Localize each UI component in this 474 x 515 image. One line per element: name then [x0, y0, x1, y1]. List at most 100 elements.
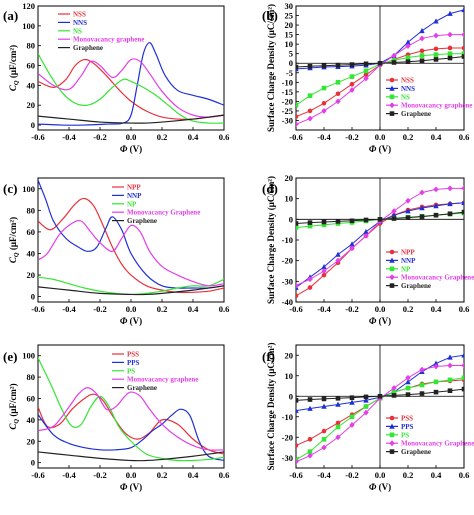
- series-point-d-3-10: [433, 186, 439, 193]
- legend-entry-b-3: Monovacancy graphene: [401, 102, 472, 110]
- legend-entry-f-0: PSS: [401, 415, 413, 423]
- series-point-d-4-0: [296, 221, 299, 226]
- series-point-f-2-3: [335, 424, 341, 430]
- series-line-e-0: [38, 393, 224, 455]
- series-group-b: [296, 6, 464, 128]
- xlabel-a: Φ (V): [120, 144, 142, 155]
- series-point-d-1-12: [461, 199, 464, 206]
- legend-marker-b-1: [389, 85, 395, 91]
- legend-entry-d-0: NPP: [401, 249, 415, 257]
- series-point-f-3-9: [419, 366, 425, 373]
- ytick-label-b-10: 20: [285, 20, 294, 30]
- series-line-e-3: [38, 387, 224, 451]
- series-point-b-0-10: [433, 46, 439, 52]
- series-point-b-4-10: [433, 57, 439, 62]
- series-point-f-4-0: [296, 398, 299, 403]
- xlabel-c: Φ (V): [120, 316, 142, 327]
- legend-marker-f-1: [389, 423, 395, 429]
- series-point-d-0-2: [321, 272, 327, 278]
- series-line-c-4: [38, 285, 224, 296]
- legend-entry-c-0: NPP: [127, 184, 141, 192]
- series-point-b-4-9: [419, 58, 425, 64]
- series-point-d-1-9: [419, 205, 425, 211]
- series-point-b-0-9: [419, 48, 425, 54]
- legend-entry-d-2: NP: [401, 265, 411, 273]
- ytick-label-f-4: 10: [285, 371, 294, 381]
- xtick-label-a-2: -0.2: [93, 132, 106, 142]
- series-point-d-1-2: [321, 263, 327, 270]
- series-point-b-0-12: [461, 45, 464, 51]
- panel-label-d: (d): [262, 181, 278, 196]
- legend-marker-b-2: [389, 94, 395, 100]
- series-point-b-4-8: [405, 59, 411, 65]
- series-point-b-1-8: [405, 39, 411, 45]
- series-point-f-4-1: [307, 397, 313, 402]
- series-point-f-4-11: [447, 388, 453, 394]
- series-point-d-1-5: [363, 228, 369, 235]
- legend-entry-e-3: Monovacancy graphene: [127, 376, 198, 384]
- series-point-b-2-11: [447, 51, 453, 56]
- series-point-b-4-3: [335, 62, 341, 68]
- xtick-label-d-1: -0.4: [317, 304, 331, 314]
- series-point-f-3-7: [391, 385, 397, 391]
- series-point-f-1-1: [307, 405, 313, 411]
- xtick-label-f-5: 0.4: [431, 470, 442, 480]
- series-point-b-3-10: [433, 32, 439, 39]
- series-point-b-2-1: [307, 93, 313, 98]
- legend-entry-a-4: Graphene: [73, 44, 103, 52]
- series-line-c-3: [38, 219, 224, 287]
- xtick-label-c-3: 0.0: [126, 304, 137, 314]
- xtick-label-b-3: 0.0: [375, 132, 386, 142]
- series-point-f-2-0: [296, 457, 299, 463]
- ytick-label-e-4: 80: [27, 372, 36, 382]
- series-point-d-0-1: [307, 285, 313, 290]
- series-point-f-0-1: [307, 437, 313, 442]
- ytick-label-f-2: -10: [282, 412, 293, 422]
- series-point-f-3-11: [447, 362, 453, 369]
- ytick-label-b-3: -15: [282, 87, 293, 97]
- legend-marker-d-2: [389, 266, 395, 272]
- series-point-f-1-5: [363, 397, 369, 403]
- series-line-a-4: [38, 114, 224, 124]
- panel-label-c: (c): [3, 181, 17, 196]
- ytick-label-e-3: 60: [27, 393, 36, 403]
- legend-entry-b-0: NSS: [401, 77, 414, 85]
- series-point-d-3-7: [391, 208, 397, 214]
- ylabel-a: CQ (μF/cm²): [8, 45, 20, 91]
- series-point-d-1-11: [447, 200, 453, 207]
- series-point-b-2-3: [335, 80, 341, 85]
- series-point-f-2-9: [419, 382, 425, 388]
- series-point-d-3-0: [296, 282, 299, 289]
- ytick-label-c-5: 100: [22, 184, 35, 194]
- xtick-label-b-5: 0.4: [431, 132, 442, 142]
- series-point-b-2-12: [461, 51, 464, 56]
- series-point-b-3-1: [307, 115, 313, 122]
- series-point-b-3-12: [461, 31, 464, 38]
- ytick-label-b-7: 5: [289, 49, 293, 59]
- ytick-label-e-5: 100: [22, 351, 35, 361]
- series-point-f-2-2: [321, 437, 327, 442]
- series-point-b-4-12: [461, 54, 464, 59]
- xlabel-d: Φ (V): [369, 316, 391, 327]
- xtick-label-b-2: -0.2: [345, 132, 358, 142]
- series-point-f-3-8: [405, 374, 411, 381]
- series-point-f-3-3: [335, 434, 341, 441]
- panel-label-b: (b): [262, 8, 278, 23]
- series-point-f-3-4: [349, 422, 355, 428]
- xtick-label-a-5: 0.4: [188, 132, 199, 142]
- series-point-d-1-10: [433, 203, 439, 209]
- series-point-b-4-1: [307, 63, 313, 69]
- series-point-b-3-5: [363, 75, 369, 82]
- xtick-label-c-4: 0.2: [157, 304, 168, 314]
- series-point-f-2-1: [307, 449, 313, 454]
- series-point-d-4-9: [419, 214, 425, 219]
- xtick-label-a-0: -0.6: [31, 132, 44, 142]
- series-point-f-4-8: [405, 392, 411, 397]
- series-point-d-3-12: [461, 185, 464, 192]
- series-point-b-2-2: [321, 85, 327, 91]
- ytick-label-b-5: -5: [286, 68, 293, 78]
- series-point-b-1-11: [447, 10, 453, 16]
